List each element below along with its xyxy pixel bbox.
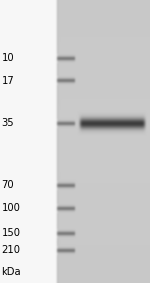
Text: kDa: kDa (2, 267, 21, 277)
Text: 10: 10 (2, 53, 14, 63)
Text: 100: 100 (2, 203, 20, 213)
Text: 17: 17 (2, 76, 14, 86)
Text: 70: 70 (2, 180, 14, 190)
Text: 150: 150 (2, 228, 21, 239)
Text: 35: 35 (2, 118, 14, 128)
Text: 210: 210 (2, 245, 21, 256)
